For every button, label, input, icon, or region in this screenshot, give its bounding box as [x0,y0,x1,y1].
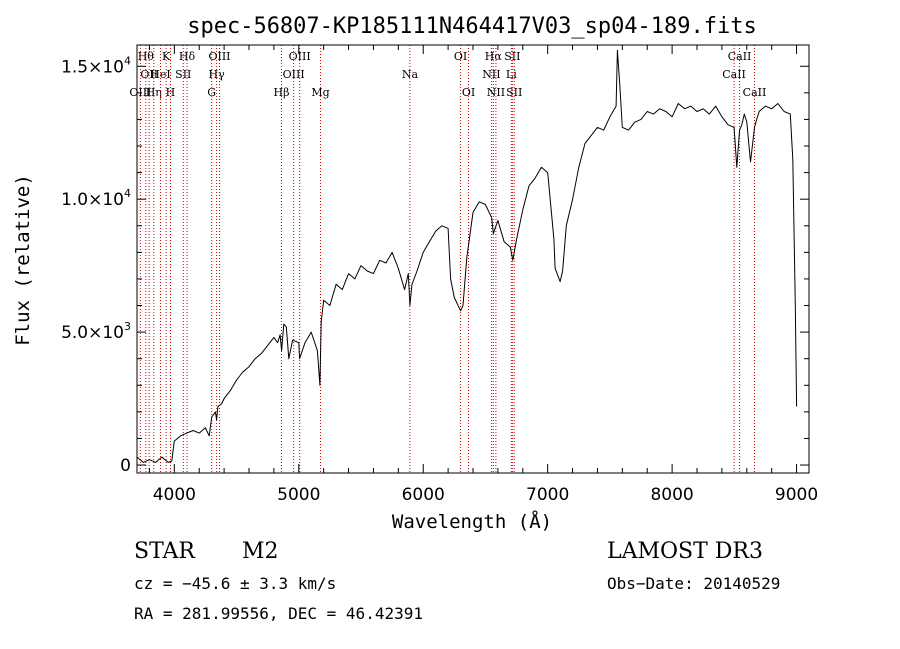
marker-label: G [207,86,216,99]
x-axis-label: Wavelength (Å) [392,510,552,533]
chart-title: spec-56807-KP185111N464417V03_sp04-189.f… [187,14,757,39]
marker-label: Hδ [179,50,196,63]
marker-label: HeI [150,68,170,81]
spectral-line-markers: HθOIIOIIIHηHeIKHSIIHδGHγOIIIHβOIIIOIIIMg… [129,45,766,473]
marker-label: Li [506,68,517,81]
survey-name: LAMOST DR3 [607,539,763,564]
marker-label: Hα [485,50,503,63]
x-tick-labels: 4000 5000 6000 7000 8000 9000 [153,485,818,505]
x-tick-label: 8000 [650,485,693,505]
marker-label: OIII [289,50,311,63]
y-tick-exponent: 4 [124,54,131,67]
x-tick-label: 5000 [277,485,320,505]
y-tick-mantissa: 5.0×10 [61,323,124,343]
x-tick-label: 9000 [775,485,818,505]
marker-label: Hβ [274,86,290,99]
marker-label: OIII [208,50,230,63]
observation-date: Obs−Date: 20140529 [607,574,781,593]
marker-label: NII [482,68,500,81]
x-tick-label: 6000 [402,485,445,505]
y-tick-mantissa: 1.0×10 [61,190,124,210]
object-subclass: M2 [242,539,279,564]
marker-label: OI [462,86,475,99]
marker-label: Na [402,68,419,81]
marker-label: Hη [146,86,162,99]
marker-label: CaII [743,86,767,99]
marker-label: OI [454,50,467,63]
marker-label: SII [504,50,520,63]
y-tick-label: 0 [120,456,131,476]
y-axis-label: Flux (relative) [12,174,34,346]
marker-label: OIII [283,68,305,81]
y-tick-label: 1.5×104 [61,54,131,77]
marker-label: Mg [311,86,329,99]
marker-label: CaII [728,50,752,63]
marker-label: SII [506,86,522,99]
axis-ticks [137,45,809,473]
spectrum-series [136,49,798,463]
object-class: STAR [134,539,195,564]
marker-label: K [162,50,171,63]
marker-label: NII [487,86,505,99]
y-tick-label: 1.0×104 [61,187,131,210]
marker-label: Hθ [138,50,155,63]
y-tick-label: 5.0×103 [61,320,131,343]
marker-label: Hγ [209,68,226,81]
marker-label: CaII [722,68,746,81]
plot-frame [136,44,810,474]
x-tick-label: 7000 [526,485,569,505]
y-tick-exponent: 4 [124,187,131,200]
redshift-velocity: cz = −45.6 ± 3.3 km/s [134,574,337,593]
marker-label: SII [175,68,191,81]
coordinates: RA = 281.99556, DEC = 46.42391 [134,604,423,623]
x-tick-label: 4000 [153,485,196,505]
y-tick-exponent: 3 [124,320,131,333]
marker-label: OII [140,68,158,81]
spectrum-line [136,49,798,463]
y-tick-mantissa: 1.5×10 [61,57,124,77]
marker-label: H [166,86,176,99]
y-tick-mantissa: 0 [120,456,131,476]
